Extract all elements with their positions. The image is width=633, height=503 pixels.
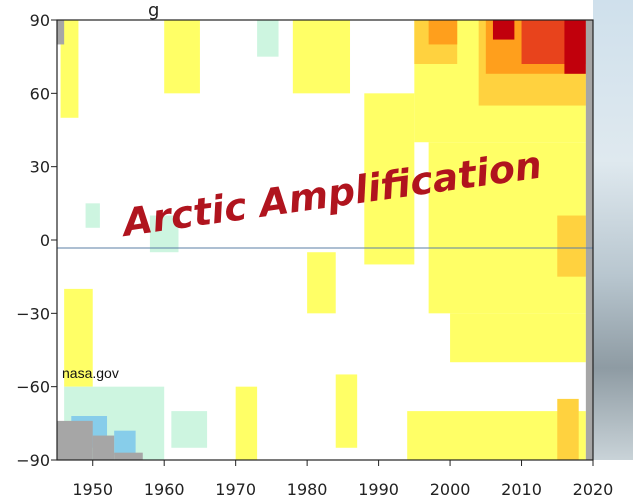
x-tick-label: 2010 (501, 480, 542, 499)
x-tick-label: 1970 (215, 480, 256, 499)
heatmap-region-slight-warm (60, 20, 79, 118)
x-tick-label: 1950 (72, 480, 113, 499)
heatmap-region-no-data (57, 420, 93, 460)
heatmap-region-slight-cool (257, 20, 279, 57)
heatmap-region-no-data (585, 20, 593, 460)
partial-heading-text: g (148, 0, 159, 21)
heatmap-region-slight-warm (292, 20, 351, 94)
heatmap-region-no-data (114, 452, 143, 460)
source-credit: nasa.gov (62, 365, 119, 381)
ice-photo-strip (593, 0, 633, 460)
heatmap-region-slight-warm (450, 313, 586, 363)
heatmap-region-cool (114, 430, 136, 456)
heatmap-region-slight-warm (335, 374, 358, 448)
y-tick-label: 30 (30, 158, 50, 177)
heatmap-region-slight-cool (85, 203, 100, 228)
y-tick-label: 90 (30, 11, 50, 30)
x-tick-label: 2000 (430, 480, 471, 499)
x-tick-label: 1960 (144, 480, 185, 499)
heatmap-region-no-data (57, 20, 65, 45)
heatmap-region-slight-warm (364, 93, 415, 265)
x-tick-label: 1980 (287, 480, 328, 499)
heatmap-region-slight-warm (235, 386, 258, 460)
heatmap-region-warm (557, 398, 579, 460)
heatmap-region-slight-cool (149, 215, 179, 253)
heatmap-region-hottest (492, 20, 515, 40)
x-axis-ticks: 1950 1960 1970 1980 1990 2000 2010 2020 (72, 460, 613, 499)
y-tick-label: 0 (40, 231, 50, 250)
heatmap-region-slight-cool (171, 411, 208, 448)
heatmap-region-no-data (92, 435, 115, 460)
y-tick-label: 60 (30, 84, 50, 103)
y-tick-label: −30 (16, 304, 50, 323)
heatmap-region-slight-warm (307, 252, 336, 314)
y-tick-label: −90 (16, 451, 50, 470)
x-tick-label: 1990 (358, 480, 399, 499)
x-tick-label: 2020 (573, 480, 614, 499)
y-axis-ticks: 90 60 30 0 −30 −60 −90 (16, 11, 57, 470)
heatmap-region-warm (557, 215, 586, 277)
heatmap-region-hottest (564, 20, 586, 74)
y-tick-label: −60 (16, 378, 50, 397)
heatmap-region-slight-warm (164, 20, 200, 94)
heatmap-region-warmer (428, 20, 458, 45)
heatmap-regions (57, 20, 593, 460)
heatmap-region-slight-warm (64, 288, 93, 387)
heatmap-region-slight-warm (407, 411, 586, 460)
